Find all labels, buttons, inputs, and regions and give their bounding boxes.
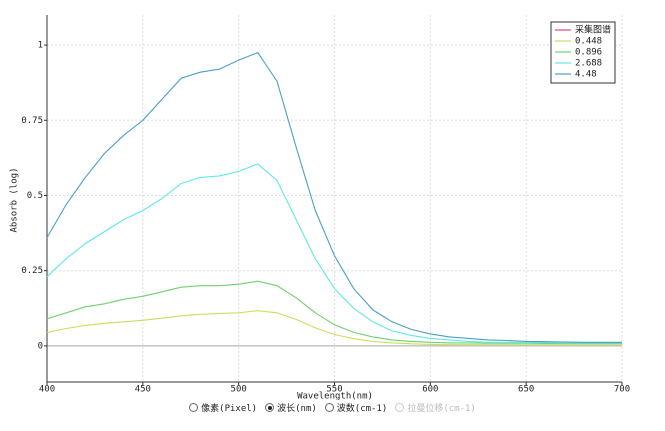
y-tick-label: 0.5 bbox=[27, 191, 43, 201]
series-line bbox=[46, 163, 622, 344]
chart: Absorb (log) Wavelength(nm) 0 0.25 0.5 0.75… bbox=[10, 15, 630, 402]
radio-label: 像素(Pixel) bbox=[201, 404, 258, 414]
radio-dot[interactable] bbox=[189, 403, 199, 412]
series-line bbox=[46, 310, 622, 346]
legend-label: 2.688 bbox=[575, 59, 602, 69]
radio-option[interactable]: 波数(cm-1) bbox=[324, 401, 388, 414]
x-tick-label: 400 bbox=[39, 385, 55, 395]
y-tick-label: 0.75 bbox=[21, 116, 43, 126]
y-tick-label: 0.25 bbox=[21, 266, 43, 276]
radio-group: 像素(Pixel) 波长(nm) 波数(cm-1) 拉曼位移(cm-1) bbox=[0, 401, 665, 414]
x-tick-label: 700 bbox=[614, 385, 630, 395]
x-tick-label: 550 bbox=[326, 385, 342, 395]
radio-label: 拉曼位移(cm-1) bbox=[407, 404, 476, 414]
legend-label: 0.448 bbox=[575, 37, 602, 47]
radio-dot[interactable] bbox=[324, 403, 334, 412]
radio-dot[interactable] bbox=[265, 403, 275, 412]
radio-option[interactable]: 像素(Pixel) bbox=[189, 401, 257, 414]
legend-label: 采集图谱 bbox=[575, 24, 611, 36]
x-tick-label: 600 bbox=[422, 385, 438, 395]
x-axis-label: Wavelength(nm) bbox=[297, 392, 373, 401]
radio-label: 波数(cm-1) bbox=[336, 404, 388, 414]
series-line bbox=[46, 51, 622, 343]
series-line bbox=[46, 280, 622, 345]
radio-option[interactable]: 波长(nm) bbox=[265, 401, 317, 414]
y-tick-label: 0 bbox=[38, 341, 43, 351]
legend-label: 4.48 bbox=[575, 70, 597, 80]
x-tick-label: 650 bbox=[518, 385, 534, 395]
radio-dot bbox=[395, 403, 405, 412]
y-tick-label: 1 bbox=[38, 41, 43, 51]
y-axis-label: Absorb (log) bbox=[10, 167, 20, 232]
x-tick-label: 500 bbox=[231, 385, 247, 395]
radio-option: 拉曼位移(cm-1) bbox=[395, 401, 476, 414]
legend-label: 0.896 bbox=[575, 48, 602, 58]
x-tick-label: 450 bbox=[135, 385, 151, 395]
radio-label: 波长(nm) bbox=[277, 404, 317, 414]
